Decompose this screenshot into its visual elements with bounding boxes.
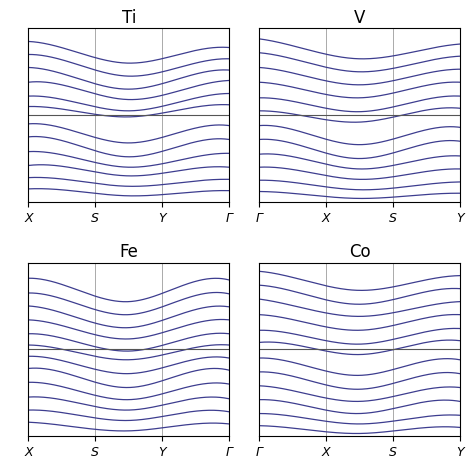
Title: V: V — [354, 9, 365, 27]
Title: Co: Co — [349, 243, 370, 261]
Title: Ti: Ti — [121, 9, 136, 27]
Title: Fe: Fe — [119, 243, 138, 261]
